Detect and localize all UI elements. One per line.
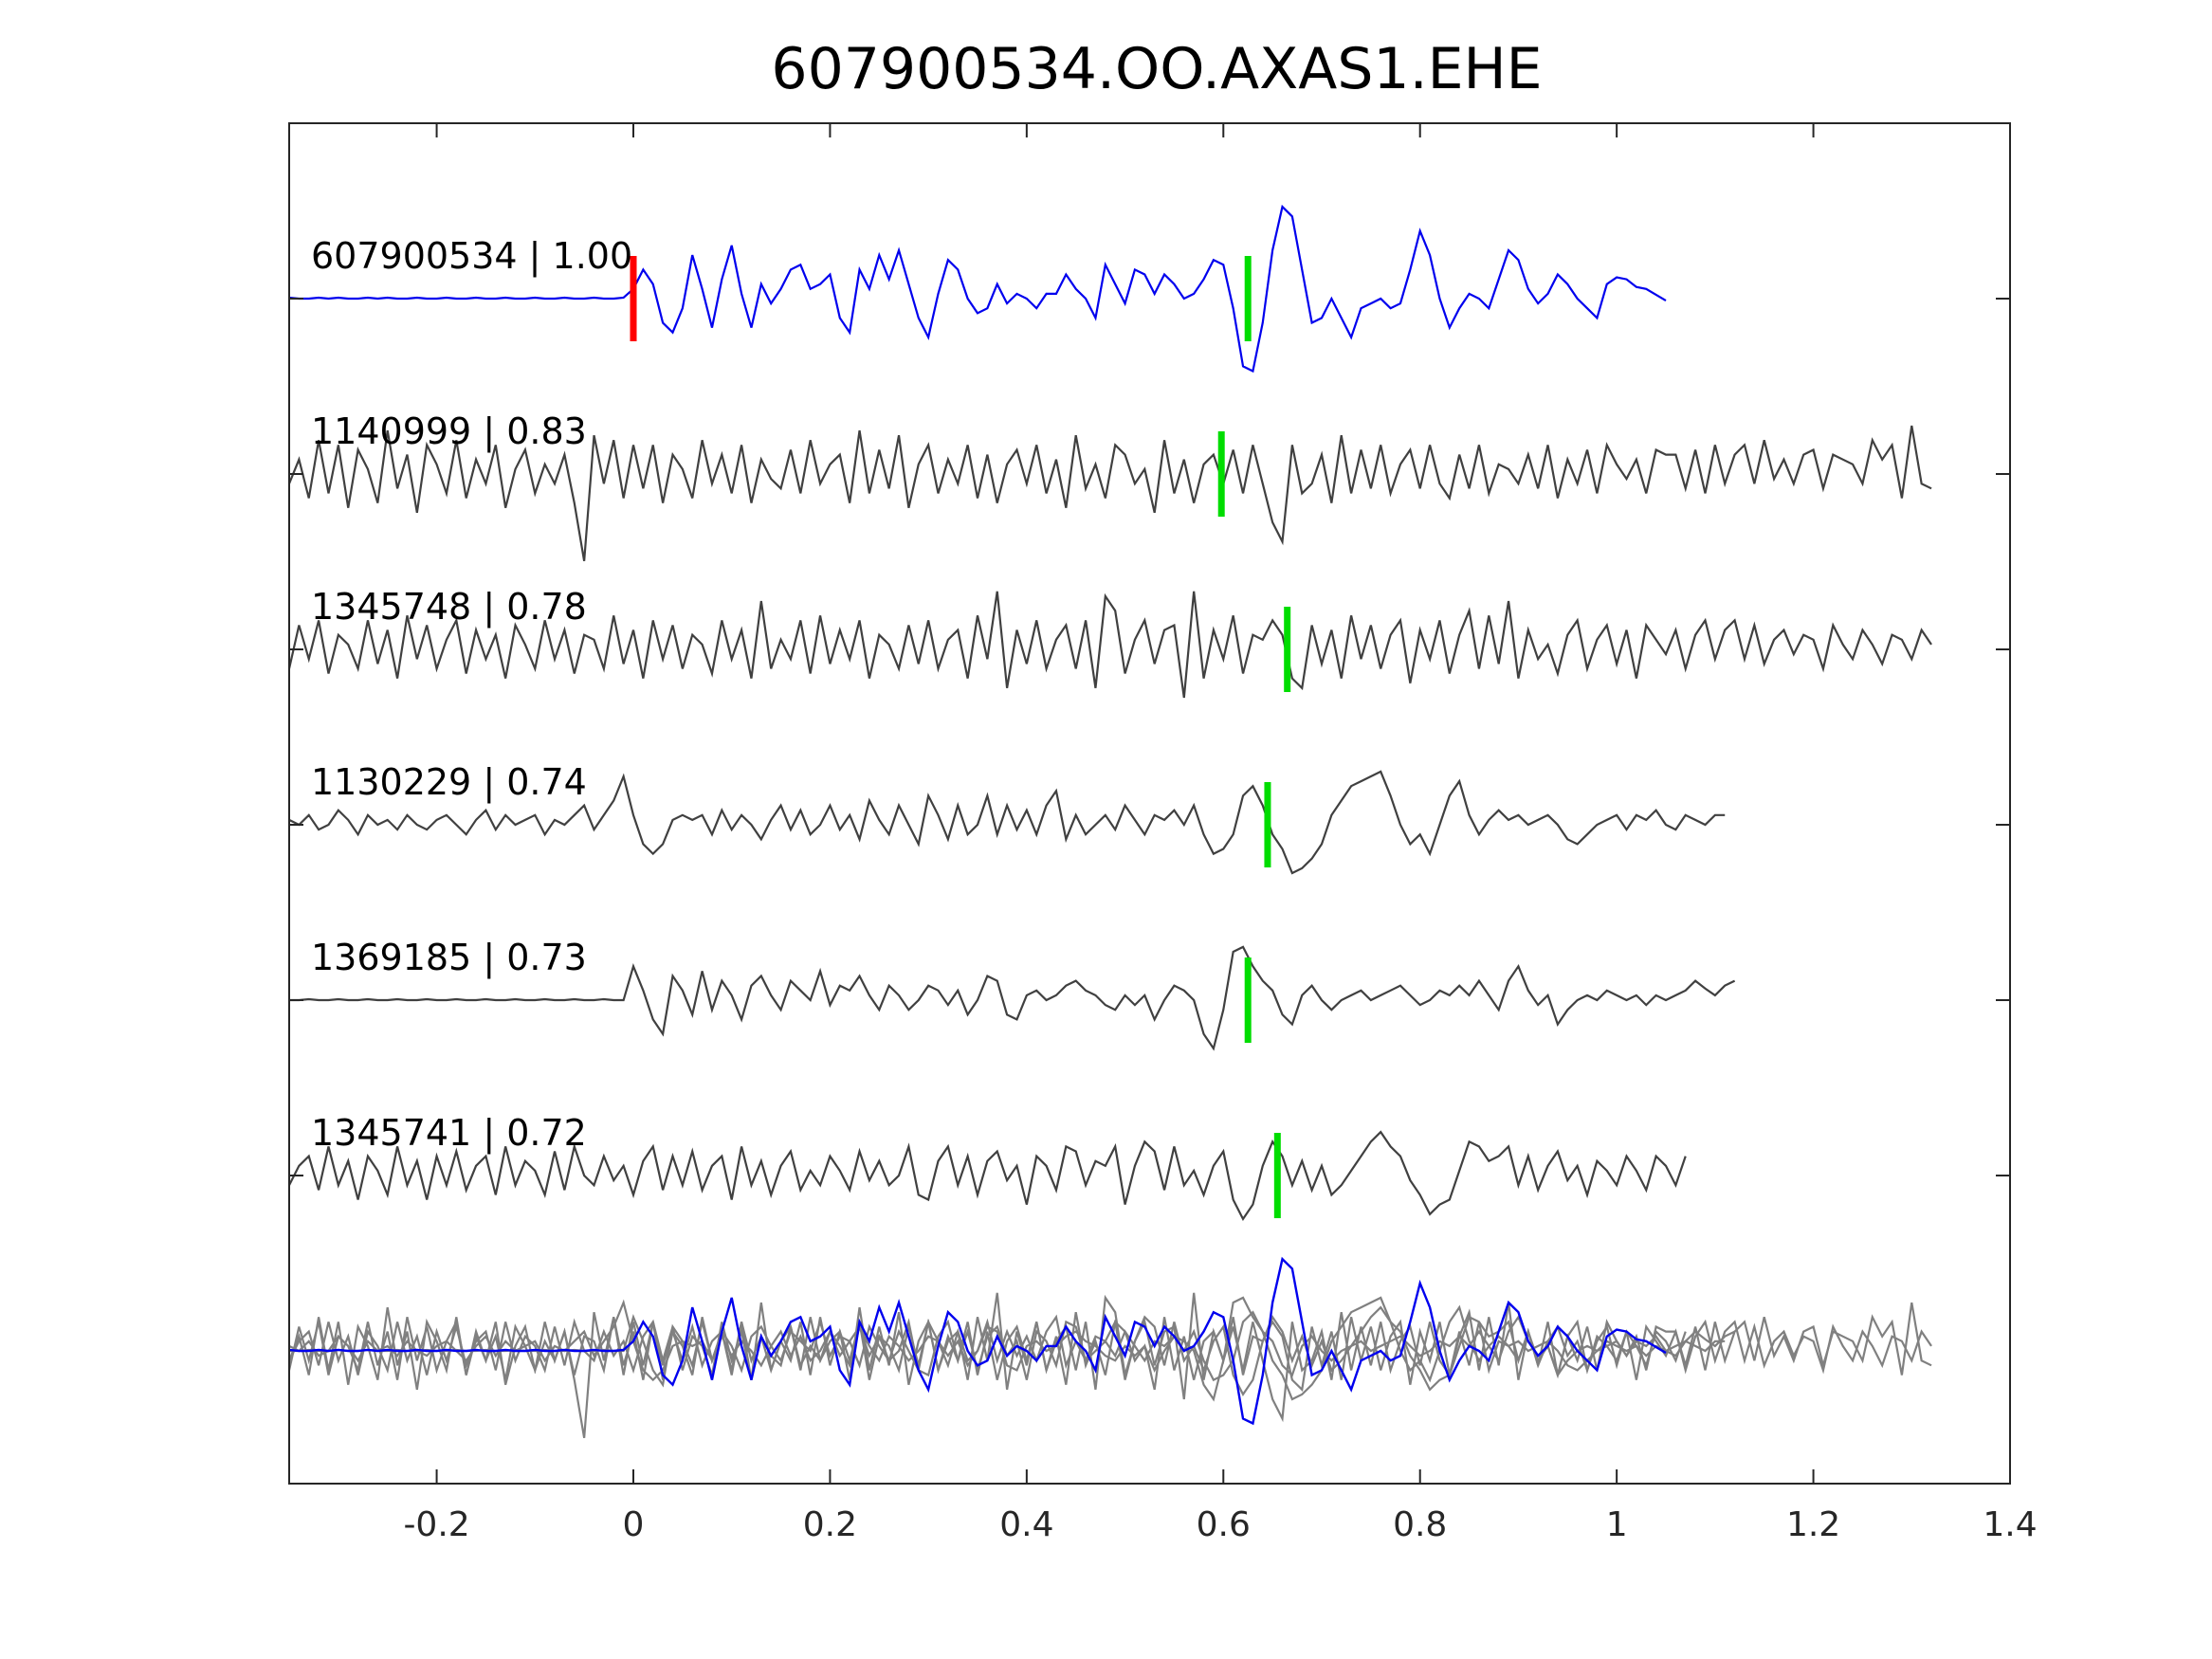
- xtick-label-4: 0.6: [1197, 1505, 1251, 1544]
- overlay-trace-4: [288, 1305, 1687, 1397]
- xtick-label-5: 0.8: [1393, 1505, 1447, 1544]
- trace-label-0: 607900534 | 1.00: [311, 235, 632, 278]
- match-trace-4: [289, 945, 1736, 1051]
- xtick-label-7: 1.2: [1786, 1505, 1840, 1544]
- match-trace-2: [287, 591, 1932, 699]
- trace-label-3: 1130229 | 0.74: [311, 761, 587, 804]
- trace-label-2: 1345748 | 0.78: [311, 586, 587, 629]
- overlay-trace-2: [288, 1296, 1726, 1401]
- match-trace-1: [287, 425, 1932, 561]
- match-trace-5: [288, 1130, 1687, 1222]
- xtick-label-3: 0.4: [999, 1505, 1053, 1544]
- picks-layer: [630, 256, 1291, 1218]
- traces-layer: [287, 204, 1932, 1438]
- xtick-label-8: 1.4: [1983, 1505, 2037, 1544]
- xtick-label-6: 1: [1606, 1505, 1628, 1544]
- trace-label-5: 1345741 | 0.72: [311, 1112, 587, 1155]
- match-trace-3: [288, 770, 1726, 875]
- xtick-label-2: 0.2: [803, 1505, 857, 1544]
- plot-frame: [288, 122, 2011, 1485]
- xtick-label-0: -0.2: [403, 1505, 469, 1544]
- axes-layer: -0.2 0 0.2 0.4 0.6 0.8 1 1.2 1.4: [288, 122, 2038, 1544]
- overlay-group: [287, 1256, 1932, 1438]
- template-trace: [288, 204, 1667, 374]
- overlay-template-trace: [288, 1256, 1667, 1426]
- overlay-trace-1: [287, 1292, 1932, 1400]
- trace-labels-layer: 607900534 | 1.00 1140999 | 0.83 1345748 | …: [311, 235, 632, 1155]
- xtick-label-1: 0: [623, 1505, 645, 1544]
- chart-title: 607900534.OO.AXAS1.EHE: [771, 36, 1542, 102]
- trace-label-1: 1140999 | 0.83: [311, 410, 587, 453]
- trace-label-4: 1369185 | 0.73: [311, 937, 587, 979]
